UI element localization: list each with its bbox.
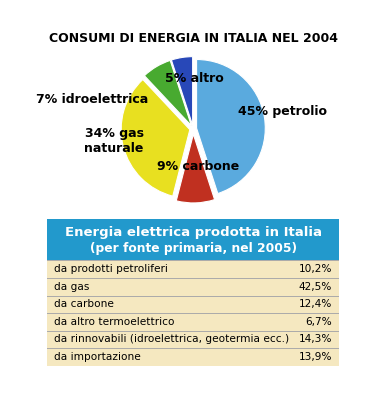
Wedge shape — [144, 60, 192, 126]
Text: 6,7%: 6,7% — [305, 317, 332, 327]
Title: CONSUMI DI ENERGIA IN ITALIA NEL 2004: CONSUMI DI ENERGIA IN ITALIA NEL 2004 — [49, 32, 338, 45]
Wedge shape — [121, 79, 190, 196]
Text: 42,5%: 42,5% — [299, 282, 332, 292]
Text: 7% idroelettrica: 7% idroelettrica — [36, 93, 149, 106]
Wedge shape — [176, 134, 215, 203]
Text: da altro termoelettrico: da altro termoelettrico — [54, 317, 175, 327]
Text: da carbone: da carbone — [54, 299, 114, 309]
Text: 14,3%: 14,3% — [299, 335, 332, 344]
Text: da gas: da gas — [54, 282, 90, 292]
Text: 45% petrolio: 45% petrolio — [238, 105, 327, 118]
Text: 12,4%: 12,4% — [299, 299, 332, 309]
Bar — [47, 219, 339, 261]
Wedge shape — [196, 60, 265, 194]
Text: da importazione: da importazione — [54, 352, 141, 362]
Text: 34% gas
naturale: 34% gas naturale — [84, 127, 144, 155]
Text: da rinnovabili (idroelettrica, geotermia ecc.): da rinnovabili (idroelettrica, geotermia… — [54, 335, 290, 344]
Bar — [47, 261, 339, 366]
Text: Energia elettrica prodotta in Italia: Energia elettrica prodotta in Italia — [65, 226, 322, 239]
Text: 5% altro: 5% altro — [165, 72, 224, 85]
Text: 10,2%: 10,2% — [299, 264, 332, 274]
Text: (per fonte primaria, nel 2005): (per fonte primaria, nel 2005) — [90, 242, 297, 256]
Wedge shape — [172, 57, 193, 125]
Text: 9% carbone: 9% carbone — [157, 160, 239, 173]
Text: 13,9%: 13,9% — [299, 352, 332, 362]
Text: da prodotti petroliferi: da prodotti petroliferi — [54, 264, 168, 274]
